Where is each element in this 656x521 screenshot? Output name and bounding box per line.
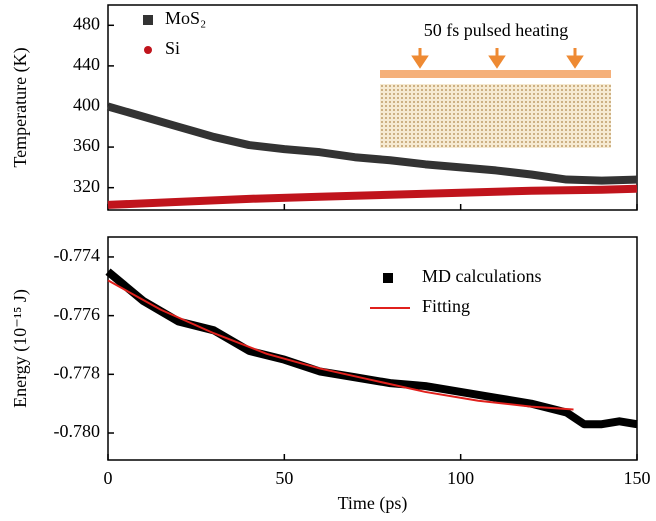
- y-tick-label: -0.774: [54, 245, 101, 265]
- y-tick-label: 360: [73, 135, 100, 155]
- y-tick-label: 400: [73, 95, 100, 115]
- legend-label: MoS₂: [165, 8, 206, 28]
- inset-drawing: [380, 48, 611, 148]
- y-tick-label: 480: [73, 13, 100, 33]
- y-tick-label: -0.780: [54, 421, 101, 441]
- data-line: [107, 184, 638, 209]
- data-line: [106, 102, 638, 185]
- x-tick-label: 0: [104, 468, 113, 488]
- y-tick-label: -0.778: [54, 362, 101, 382]
- y-axis-label: Energy (10⁻¹⁵ J): [10, 289, 31, 408]
- x-axis-label: Time (ps): [338, 493, 408, 514]
- legend-label: Fitting: [422, 296, 470, 316]
- data-line: [107, 279, 574, 411]
- legend-marker: [383, 273, 393, 283]
- legend-label: Si: [165, 38, 180, 58]
- x-tick-label: 150: [624, 468, 651, 488]
- data-line: [105, 268, 638, 429]
- y-tick-label: -0.776: [54, 304, 101, 324]
- plot-frame: [107, 236, 638, 461]
- y-tick-label: 440: [73, 54, 100, 74]
- substrate: [380, 84, 611, 148]
- x-tick-label: 100: [447, 468, 474, 488]
- y-tick-label: 320: [73, 176, 100, 196]
- film: [380, 70, 611, 78]
- legend-marker: [143, 15, 153, 25]
- legend-marker: [144, 46, 152, 54]
- annotation: 50 fs pulsed heating: [424, 20, 568, 40]
- x-tick-label: 50: [275, 468, 293, 488]
- y-axis-label: Temperature (K): [10, 47, 31, 167]
- legend-label: MD calculations: [422, 266, 541, 286]
- heat-arrows: [411, 48, 584, 69]
